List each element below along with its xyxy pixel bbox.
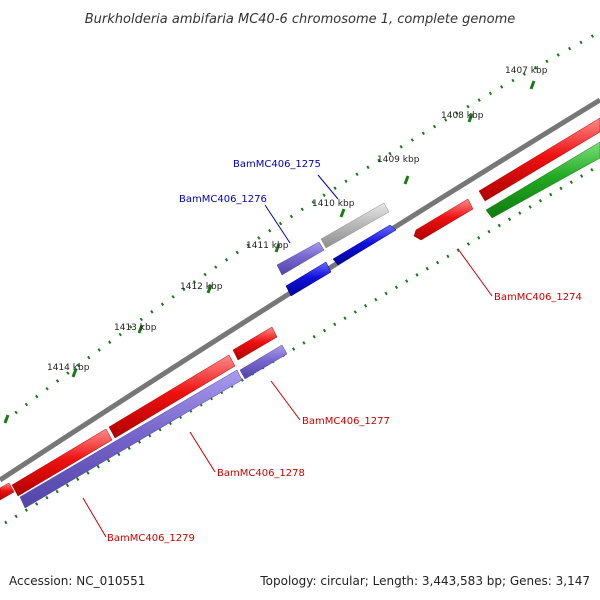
gene-arrow-1276-purple [276,241,325,276]
gene-arrow-red-edge [0,482,15,501]
gene-label-1274[interactable]: BamMC406_1274 [494,292,582,303]
gene-arrow-green [485,141,600,219]
tick-label-1414: 1414 kbp [47,363,90,373]
gene-arrow-1277-red-upper [232,326,278,361]
accession-text: Accession: NC_010551 [9,574,145,588]
gene-arrow-1276-blue [285,261,332,297]
gene-label-1279[interactable]: BamMC406_1279 [107,533,195,544]
tick-label-1409: 1409 kbp [377,155,420,165]
gene-arrow-1278-red [108,354,236,439]
major-ticks [3,80,536,424]
gene-arrow-1279-red [11,428,113,497]
gene-arrow-red-upper [478,117,600,202]
outer-scale-arc [4,30,600,423]
tick-label-1410: 1410 kbp [312,199,355,209]
tick-label-1412: 1412 kbp [180,282,223,292]
label-leaders [82,174,493,538]
tick-label-1408: 1408 kbp [441,111,484,121]
gene-label-1275[interactable]: BamMC406_1275 [233,159,321,170]
tick-label-1407: 1407 kbp [505,66,548,76]
gene-arrow-1277-purple [239,344,288,380]
gene-label-1277[interactable]: BamMC406_1277 [302,416,390,427]
genome-summary-text: Topology: circular; Length: 3,443,583 bp… [259,574,590,588]
gene-arrow-1275-grey [320,202,390,249]
tick-label-1411: 1411 kbp [246,241,289,251]
gene-arrow-1278-purple [19,369,243,509]
gene-label-1278[interactable]: BamMC406_1278 [217,468,305,479]
gene-arrow-1275-blue [332,224,397,266]
map-title: Burkholderia ambifaria MC40-6 chromosome… [85,12,515,27]
gene-arrow-1274-red [413,198,474,241]
gene-label-1276[interactable]: BamMC406_1276 [179,194,267,205]
tick-label-1413: 1413 kbp [114,323,157,333]
